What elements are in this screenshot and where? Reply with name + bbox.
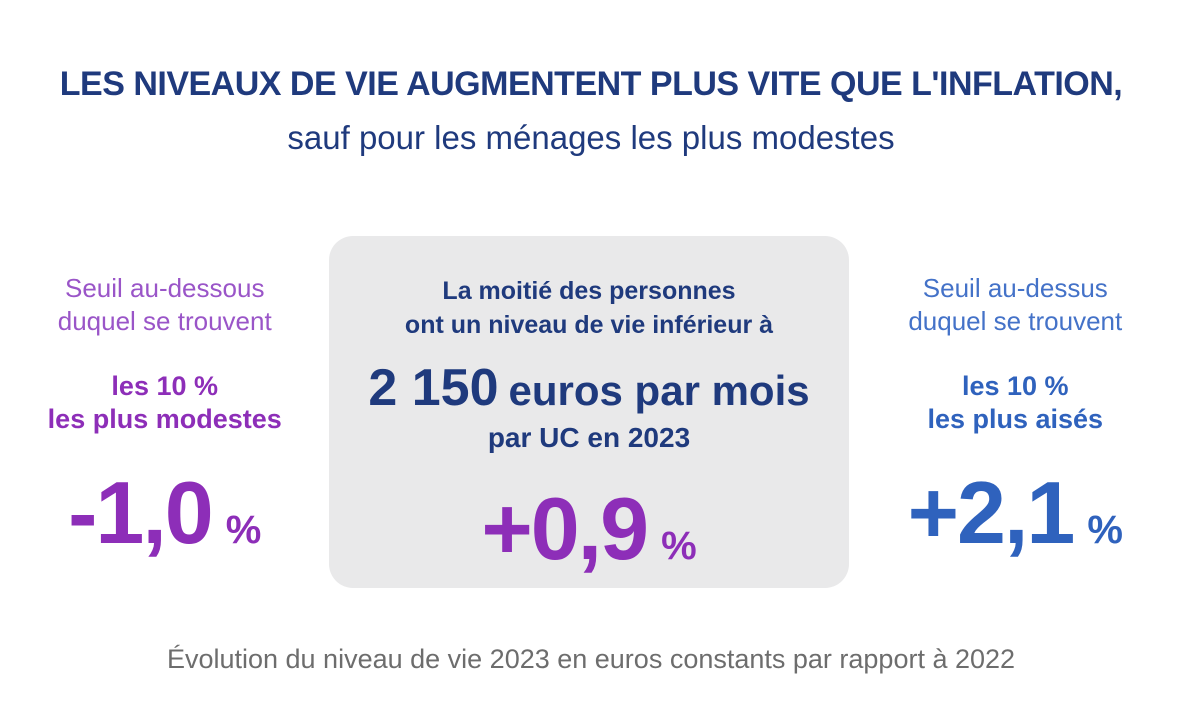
- modestes-group-line1: les 10 %: [111, 371, 218, 401]
- panel-modestes: Seuil au-dessous duquel se trouvent les …: [0, 236, 329, 564]
- page-title: LES NIVEAUX DE VIE AUGMENTENT PLUS VITE …: [59, 65, 1123, 103]
- median-evolution-value: +0,9%: [329, 478, 848, 580]
- modestes-unit: %: [225, 508, 262, 552]
- aises-group-line1: les 10 %: [961, 371, 1069, 401]
- aises-value: +2,1: [907, 463, 1076, 562]
- header: LES NIVEAUX DE VIE AUGMENTENT PLUS VITE …: [0, 0, 1182, 160]
- modestes-label-line1: Seuil au-dessous: [64, 273, 265, 303]
- modestes-evolution-value: -1,0%: [0, 462, 329, 564]
- median-amount-suffix: euros par mois: [508, 367, 810, 414]
- median-uc-line: par UC en 2023: [487, 422, 691, 453]
- modestes-group-line2: les plus modestes: [47, 404, 282, 434]
- footnote-caption: Évolution du niveau de vie 2023 en euros…: [166, 644, 1016, 674]
- median-text-line2: ont un niveau de vie inférieur à: [404, 311, 774, 339]
- median-value: +0,9: [481, 479, 649, 578]
- page-subtitle: sauf pour les ménages les plus modestes: [287, 119, 895, 156]
- aises-label-line1: Seuil au-dessus: [922, 273, 1108, 303]
- panel-aises: Seuil au-dessus duquel se trouvent les 1…: [849, 236, 1182, 564]
- median-amount-line: 2 150 euros par mois: [329, 358, 848, 418]
- median-text-line1: La moitié des personnes: [442, 277, 736, 305]
- modestes-value: -1,0: [68, 463, 214, 562]
- aises-group-line2: les plus aisés: [927, 404, 1104, 434]
- median-card: La moitié des personnes ont un niveau de…: [329, 236, 849, 588]
- median-amount: 2 150: [368, 359, 499, 417]
- aises-label-line2: duquel se trouvent: [908, 306, 1123, 336]
- aises-evolution-value: +2,1%: [849, 462, 1182, 564]
- modestes-label-line2: duquel se trouvent: [57, 306, 272, 336]
- key-figures-row: Seuil au-dessous duquel se trouvent les …: [0, 236, 1182, 588]
- aises-unit: %: [1087, 508, 1123, 552]
- median-unit: %: [661, 524, 697, 568]
- footer: Évolution du niveau de vie 2023 en euros…: [0, 644, 1182, 675]
